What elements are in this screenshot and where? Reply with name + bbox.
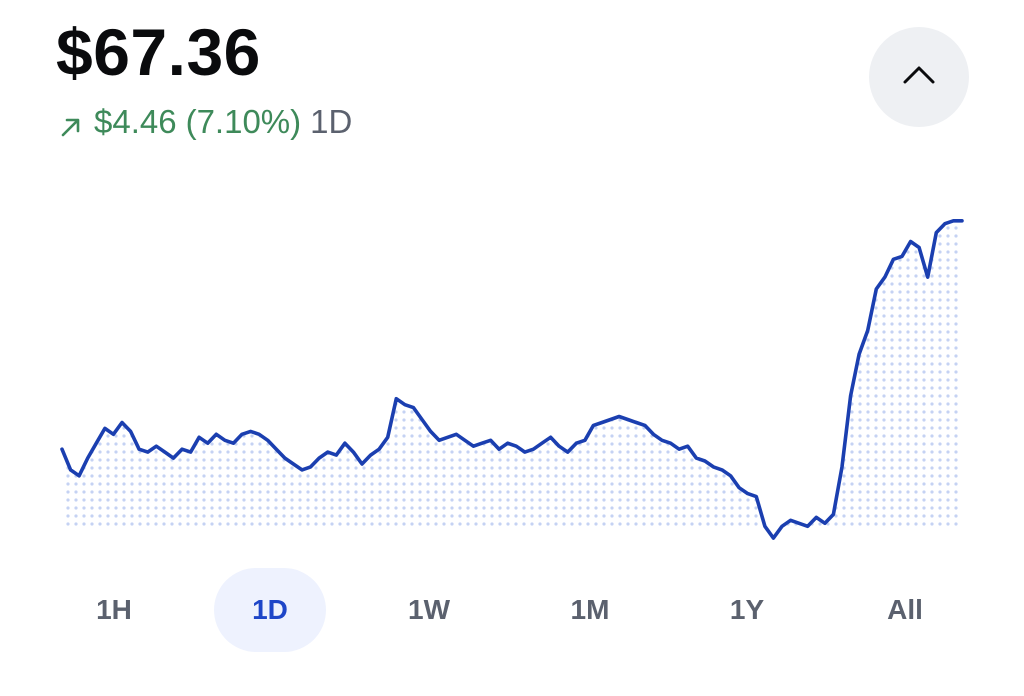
range-label: 1M <box>570 594 610 625</box>
current-price: $67.36 <box>56 15 261 89</box>
range-label: 1Y <box>729 594 765 625</box>
range-1m-button[interactable]: 1M <box>534 568 646 652</box>
range-all-button[interactable]: All <box>849 568 961 652</box>
range-label: 1W <box>408 594 450 625</box>
chart-area-fill <box>62 220 962 526</box>
time-range-selector: 1H 1D 1W 1M 1Y All <box>0 568 1024 652</box>
range-label: 1H <box>96 594 132 625</box>
range-1y-button[interactable]: 1Y <box>691 568 803 652</box>
range-label: 1D <box>252 594 288 625</box>
range-label: All <box>887 594 923 625</box>
price-chart[interactable] <box>0 200 1024 550</box>
price-change-amount: $4.46 <box>94 103 177 140</box>
price-chart-svg <box>60 219 964 540</box>
arrow-up-right-icon <box>58 109 84 137</box>
price-line <box>60 219 964 540</box>
price-change-percent: (7.10%) <box>185 103 302 140</box>
price-change-row: $4.46 (7.10%) 1D <box>58 102 352 142</box>
range-1d-button[interactable]: 1D <box>214 568 326 652</box>
range-1h-button[interactable]: 1H <box>58 568 170 652</box>
collapse-chart-button[interactable] <box>869 27 969 127</box>
chevron-up-icon <box>902 64 936 91</box>
range-1w-button[interactable]: 1W <box>373 568 485 652</box>
price-change-period: 1D <box>310 103 353 140</box>
